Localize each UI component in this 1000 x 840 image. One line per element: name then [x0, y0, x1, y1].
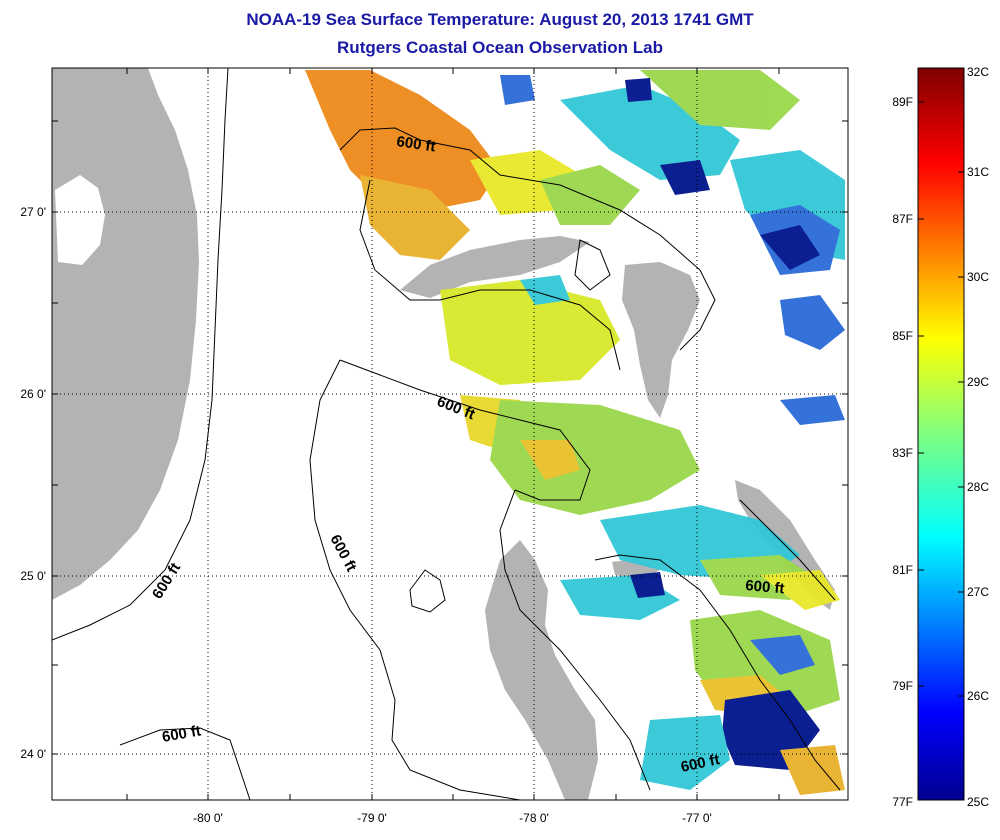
contour-label: 600 ft: [161, 722, 203, 746]
colorbar-fahrenheit-label: 83F: [892, 446, 913, 460]
colorbar-celsius-label: 30C: [967, 270, 989, 284]
colorbar-fahrenheit-label: 81F: [892, 563, 913, 577]
colorbar-fahrenheit-label: 79F: [892, 679, 913, 693]
colorbar-celsius-label: 32C: [967, 65, 989, 79]
map-frame: [51, 67, 849, 801]
colorbar-fahrenheit-label: 85F: [892, 329, 913, 343]
colorbar-celsius-label: 28C: [967, 480, 989, 494]
sst-cloud-free-pixels: [305, 70, 845, 795]
colorbar-celsius-label: 26C: [967, 689, 989, 703]
colorbar-fahrenheit-label: 89F: [892, 95, 913, 109]
contour-label: 600 ft: [745, 577, 786, 597]
colorbar-fahrenheit-label: 77F: [892, 795, 913, 809]
graticule: [52, 68, 848, 800]
colorbar: [917, 67, 965, 801]
andros-land: [485, 540, 598, 800]
abaco-land: [622, 262, 700, 418]
grand-bahama-land: [400, 236, 590, 298]
contour-label: 600 ft: [395, 133, 436, 155]
colorbar-celsius-label: 25C: [967, 795, 989, 809]
y-tick-label: 24 0': [20, 747, 46, 761]
lake-okeechobee: [55, 175, 105, 265]
colorbar-celsius-label: 29C: [967, 375, 989, 389]
colorbar-celsius-label: 31C: [967, 165, 989, 179]
y-tick-label: 26 0': [20, 387, 46, 401]
map-subtitle: Rutgers Coastal Ocean Observation Lab: [337, 38, 663, 57]
x-tick-label: -78 0': [519, 811, 549, 825]
map-title: NOAA-19 Sea Surface Temperature: August …: [246, 10, 754, 29]
colorbar-fahrenheit-label: 87F: [892, 212, 913, 226]
y-tick-label: 25 0': [20, 569, 46, 583]
colorbar-celsius-label: 27C: [967, 585, 989, 599]
x-tick-label: -80 0': [193, 811, 223, 825]
colorbar-ticks: [918, 101, 964, 697]
x-tick-label: -77 0': [682, 811, 712, 825]
frame-ticks: [52, 68, 848, 800]
y-tick-label: 27 0': [20, 205, 46, 219]
x-tick-label: -79 0': [357, 811, 387, 825]
depth-contours: [52, 68, 841, 800]
